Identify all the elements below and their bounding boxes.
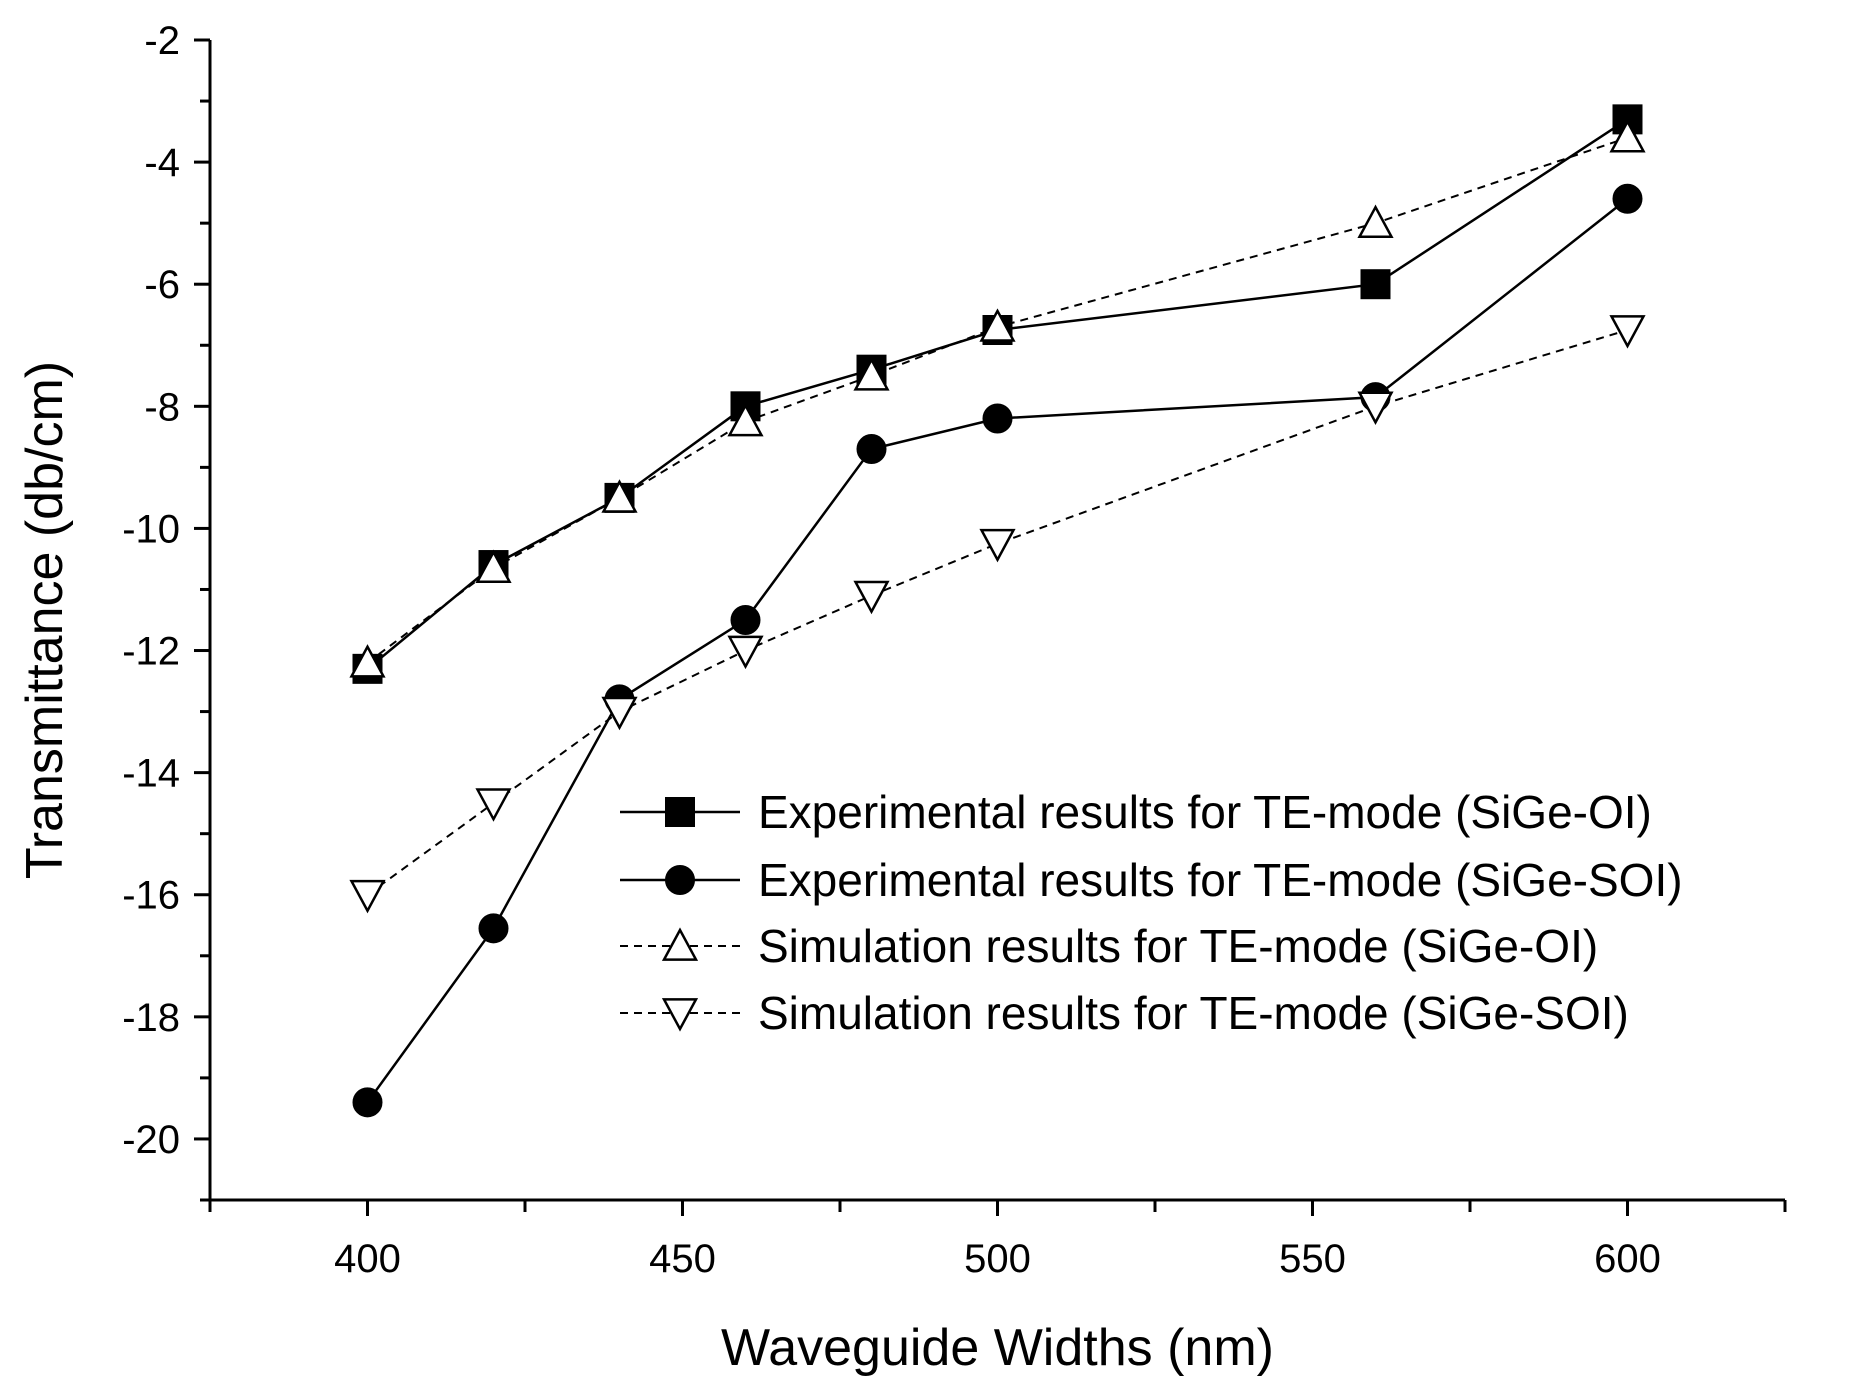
series-2-point: [352, 1087, 383, 1118]
series-3-point: [727, 402, 764, 437]
x-tick-label: 450: [649, 1237, 716, 1281]
series-1-point: [1360, 269, 1391, 300]
x-tick-label: 600: [1594, 1237, 1661, 1281]
legend-label-4: Simulation results for TE-mode (SiGe-SOI…: [758, 987, 1629, 1039]
y-tick-label: -12: [122, 630, 180, 674]
series-4-point: [727, 635, 764, 670]
legend-label-2: Experimental results for TE-mode (SiGe-S…: [758, 854, 1683, 906]
series-4-point: [1609, 315, 1646, 349]
legend-marker-4: [661, 998, 699, 1032]
series-4-point: [853, 580, 890, 615]
series-3-point: [853, 357, 890, 391]
legend-label-3: Simulation results for TE-mode (SiGe-OI): [758, 920, 1598, 972]
series-4-point: [1357, 391, 1394, 425]
series-line-1: [366, 118, 1629, 670]
series-lines: [366, 118, 1629, 1104]
x-tick-label: 400: [334, 1237, 401, 1281]
y-tick-label: -8: [144, 385, 180, 429]
series-3-point: [475, 549, 512, 583]
series-3-point: [349, 644, 386, 678]
x-axis-title: Waveguide Widths (nm): [721, 1319, 1274, 1377]
legend-marker-3: [661, 927, 699, 961]
y-tick-label: -2: [144, 19, 180, 63]
x-tick-label: 550: [1279, 1237, 1346, 1281]
legend-marker-2: [665, 865, 695, 895]
y-tick-label: -10: [122, 507, 180, 551]
y-tick-label: -14: [122, 752, 180, 796]
series-markers: [349, 104, 1646, 1118]
series-2-point: [478, 913, 509, 944]
series-3-point: [1357, 204, 1394, 239]
x-tick-label: 500: [964, 1237, 1031, 1281]
series-2-point: [856, 434, 887, 465]
y-tick-label: -4: [144, 141, 180, 185]
y-axis-title: Transmittance (db/cm): [16, 361, 74, 879]
legend: Experimental results for TE-mode (SiGe-O…: [620, 786, 1683, 1039]
legend-marker-1: [665, 797, 695, 827]
axes: -2 -4 -6 -8 -10 -12 -14 -16 -18 -20 400 450 500 550 60…: [122, 19, 1787, 1281]
series-2-point: [1612, 183, 1643, 214]
y-tick-label: -16: [122, 874, 180, 918]
series-2-point: [982, 403, 1013, 434]
series-3-point: [979, 308, 1016, 342]
series-3-point: [601, 479, 638, 513]
series-line-2: [366, 197, 1629, 1104]
series-line-3: [366, 136, 1628, 664]
series-3-point: [1609, 119, 1646, 153]
series-line-4: [366, 329, 1628, 896]
legend-label-1: Experimental results for TE-mode (SiGe-O…: [758, 786, 1652, 838]
series-2-point: [730, 605, 761, 635]
y-tick-label: -18: [122, 996, 180, 1040]
series-4-point: [979, 528, 1016, 563]
series-4-point: [349, 879, 386, 914]
y-tick-label: -20: [122, 1118, 180, 1162]
y-tick-label: -6: [144, 263, 180, 307]
series-4-point: [475, 788, 512, 822]
series-4-point: [601, 696, 638, 731]
